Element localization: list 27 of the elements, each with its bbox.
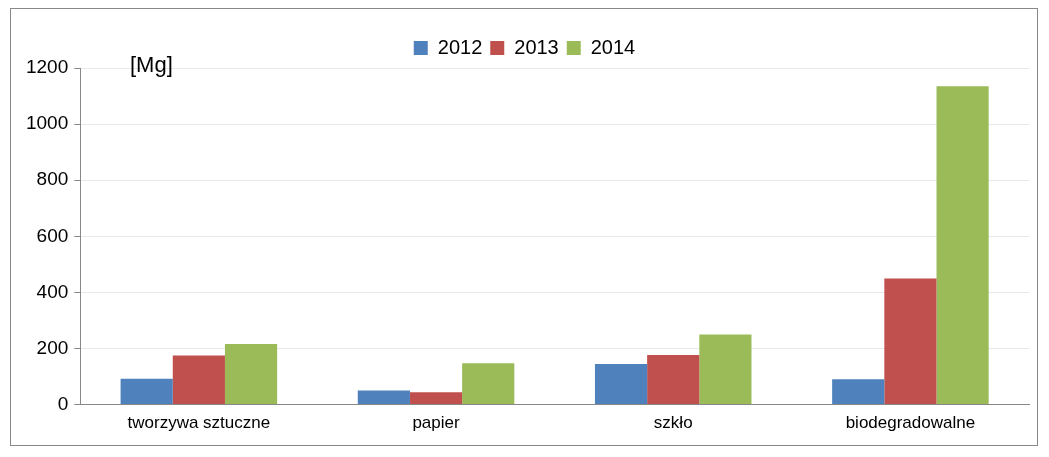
annotation: [Mg] [130,52,173,78]
bar [172,355,225,405]
y-tick-label: 200 [36,336,69,358]
y-tick-label: 800 [36,168,69,190]
legend-label: 2014 [590,35,636,58]
y-tick-label: 0 [57,392,69,414]
y-tick-label: 600 [36,224,69,246]
legend-label: 2013 [514,35,559,58]
x-tick-label: biodegradowalne [845,413,976,433]
bar [936,86,989,405]
bar [884,278,937,405]
bar [224,344,278,405]
bar [357,390,410,405]
y-tick-label: 1200 [25,56,69,78]
bar [462,363,515,405]
x-tick-label: tworzywa sztuczne [127,413,271,433]
bar [832,379,885,405]
bar [120,378,173,405]
y-tick-label: 1000 [25,112,69,134]
y-tick-label: 400 [36,280,69,302]
x-tick-label: szkło [653,413,693,433]
x-tick-label: papier [412,413,460,433]
bar [647,354,700,405]
legend-label: 2012 [437,35,483,58]
bar [594,363,648,405]
bar [699,334,752,405]
bar [409,392,463,405]
